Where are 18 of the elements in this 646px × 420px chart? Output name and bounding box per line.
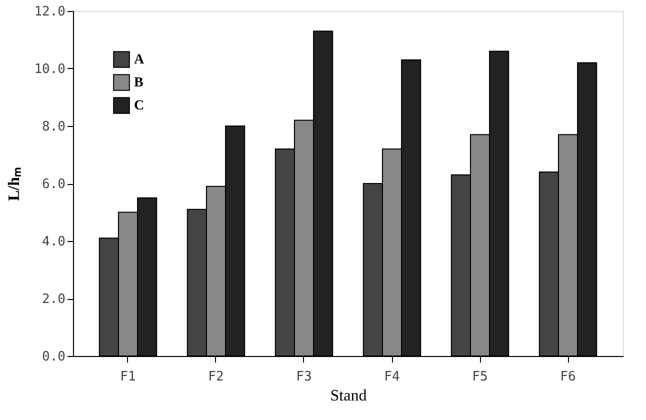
- y-tick-label: 10.0: [34, 62, 66, 77]
- legend-label: C: [134, 98, 144, 114]
- x-tick-label: F4: [384, 370, 400, 384]
- x-tick-label: F3: [296, 370, 312, 384]
- y-tick-label: 2.0: [42, 292, 66, 307]
- y-tick-label: 8.0: [42, 120, 66, 134]
- legend-label: B: [134, 76, 144, 90]
- x-tick-label: F6: [560, 370, 576, 384]
- x-tick-label: F2: [208, 370, 224, 384]
- y-tick-label: 4.0: [42, 234, 66, 250]
- y-tick-label: 6.0: [42, 177, 66, 192]
- y-tick-label: 0.0: [42, 350, 66, 364]
- y-axis-title: L/hₘ: [6, 166, 24, 202]
- x-tick-label: F1: [120, 370, 136, 384]
- x-axis-title: Stand: [330, 388, 367, 404]
- x-tick-label: F5: [472, 370, 488, 384]
- legend-label: A: [134, 52, 145, 68]
- y-tick-label: 12.0: [34, 4, 66, 20]
